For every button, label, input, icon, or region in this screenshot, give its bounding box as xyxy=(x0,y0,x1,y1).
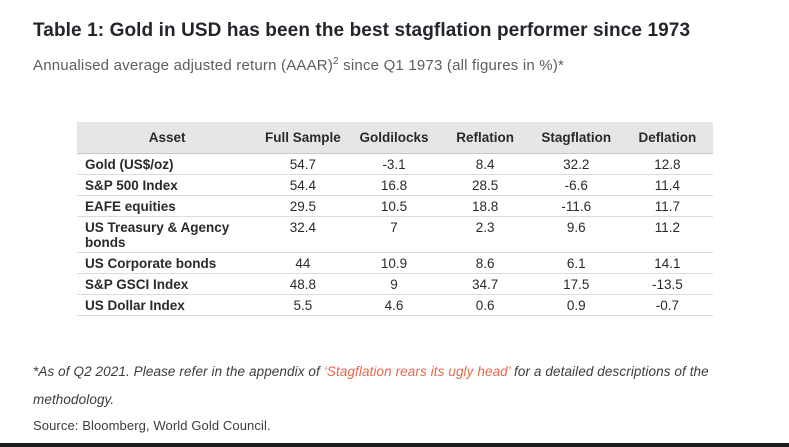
value-cell: 34.7 xyxy=(439,273,531,295)
value-cell: 4.6 xyxy=(348,294,440,316)
figure-title: Table 1: Gold in USD has been the best s… xyxy=(33,20,691,41)
value-cell: -0.7 xyxy=(621,294,713,316)
column-header-goldilocks: Goldilocks xyxy=(348,122,440,154)
footnote: *As of Q2 2021. Please refer in the appe… xyxy=(33,358,757,415)
value-cell: 32.2 xyxy=(530,153,622,175)
value-cell: 28.5 xyxy=(439,174,531,196)
bottom-divider xyxy=(0,443,789,447)
value-cell: 0.9 xyxy=(530,294,622,316)
value-cell: 6.1 xyxy=(530,252,622,274)
source-line: Source: Bloomberg, World Gold Council. xyxy=(33,418,271,433)
table-row: EAFE equities 29.5 10.5 18.8 -11.6 11.7 xyxy=(77,195,713,217)
table-row: S&P GSCI Index 48.8 9 34.7 17.5 -13.5 xyxy=(77,273,713,295)
value-cell: 54.7 xyxy=(257,153,349,175)
subtitle-superscript: 2 xyxy=(333,56,339,67)
asset-cell: Gold (US$/oz) xyxy=(77,153,258,175)
value-cell: 10.9 xyxy=(348,252,440,274)
asset-cell: EAFE equities xyxy=(77,195,258,217)
value-cell: 32.4 xyxy=(257,216,349,253)
value-cell: 48.8 xyxy=(257,273,349,295)
value-cell: 8.6 xyxy=(439,252,531,274)
table-row: S&P 500 Index 54.4 16.8 28.5 -6.6 11.4 xyxy=(77,174,713,196)
asset-cell: US Corporate bonds xyxy=(77,252,258,274)
subtitle-text-tail: since Q1 1973 (all figures in %)* xyxy=(338,57,565,74)
table-row: US Treasury & Agency bonds 32.4 7 2.3 9.… xyxy=(77,216,713,253)
value-cell: -3.1 xyxy=(348,153,440,175)
value-cell: 10.5 xyxy=(348,195,440,217)
value-cell: 14.1 xyxy=(621,252,713,274)
table-header-row: Asset Full Sample Goldilocks Reflation S… xyxy=(77,122,713,154)
table-row: US Corporate bonds 44 10.9 8.6 6.1 14.1 xyxy=(77,252,713,274)
value-cell: -11.6 xyxy=(530,195,622,217)
returns-table: Asset Full Sample Goldilocks Reflation S… xyxy=(77,122,713,316)
value-cell: 0.6 xyxy=(439,294,531,316)
value-cell: 2.3 xyxy=(439,216,531,253)
footnote-link[interactable]: ‘Stagflation rears its ugly head’ xyxy=(323,364,511,379)
value-cell: 18.8 xyxy=(439,195,531,217)
column-header-stagflation: Stagflation xyxy=(530,122,622,154)
subtitle-text: Annualised average adjusted return (AAAR… xyxy=(33,57,334,74)
column-header-deflation: Deflation xyxy=(621,122,713,154)
asset-cell: US Treasury & Agency bonds xyxy=(77,216,258,253)
value-cell: 44 xyxy=(257,252,349,274)
value-cell: 16.8 xyxy=(348,174,440,196)
value-cell: 54.4 xyxy=(257,174,349,196)
asset-cell: S&P 500 Index xyxy=(77,174,258,196)
asset-cell: US Dollar Index xyxy=(77,294,258,316)
value-cell: 7 xyxy=(348,216,440,253)
value-cell: 11.7 xyxy=(621,195,713,217)
value-cell: 9.6 xyxy=(530,216,622,253)
column-header-reflation: Reflation xyxy=(439,122,531,154)
table-row: US Dollar Index 5.5 4.6 0.6 0.9 -0.7 xyxy=(77,294,713,316)
value-cell: 5.5 xyxy=(257,294,349,316)
value-cell: -13.5 xyxy=(621,273,713,295)
figure-subtitle: Annualised average adjusted return (AAAR… xyxy=(33,56,755,74)
value-cell: 9 xyxy=(348,273,440,295)
asset-cell: S&P GSCI Index xyxy=(77,273,258,295)
column-header-full-sample: Full Sample xyxy=(257,122,349,154)
value-cell: 12.8 xyxy=(621,153,713,175)
value-cell: 17.5 xyxy=(530,273,622,295)
footnote-text-tail: for a detailed descriptions of the metho… xyxy=(33,364,709,408)
value-cell: 11.4 xyxy=(621,174,713,196)
value-cell: 11.2 xyxy=(621,216,713,253)
value-cell: 8.4 xyxy=(439,153,531,175)
table-row: Gold (US$/oz) 54.7 -3.1 8.4 32.2 12.8 xyxy=(77,153,713,175)
value-cell: -6.6 xyxy=(530,174,622,196)
value-cell: 29.5 xyxy=(257,195,349,217)
column-header-asset: Asset xyxy=(77,122,258,154)
footnote-text: *As of Q2 2021. Please refer in the appe… xyxy=(33,364,324,379)
